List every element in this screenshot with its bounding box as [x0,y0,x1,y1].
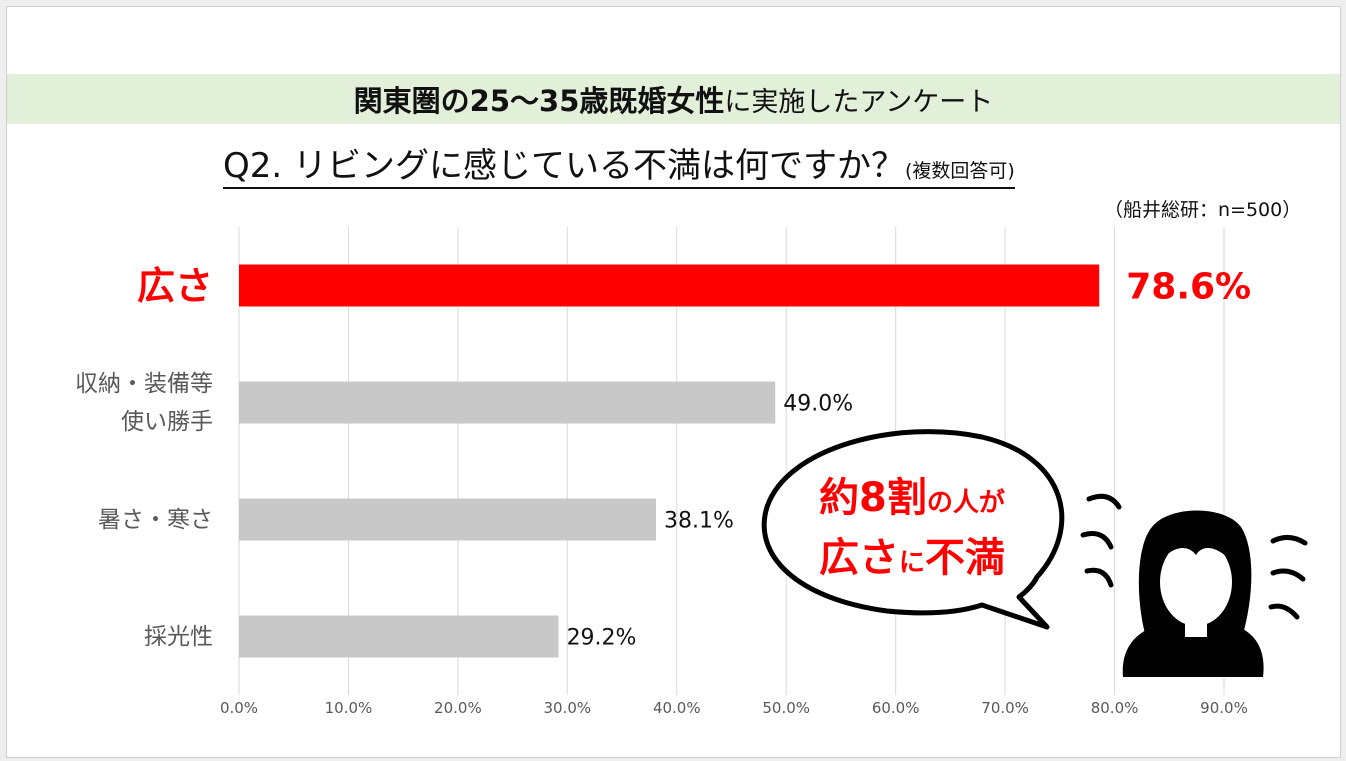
x-tick-label: 70.0% [981,699,1029,717]
category-label-line: 広さ [136,263,213,308]
banner-title-strong: 関東圏の25〜35歳既婚女性 [353,84,725,118]
data-label: 49.0% [783,392,853,417]
data-label: 78.6% [1126,267,1251,308]
callout-line2-c: 不満 [925,535,1005,581]
worried-woman-illustration [1080,493,1308,677]
x-tick-label: 60.0% [872,699,920,717]
x-tick-label: 0.0% [220,699,258,717]
question-note: (複数回答可) [905,160,1015,182]
x-tick-label: 10.0% [325,699,373,717]
bar [239,498,656,541]
bar [239,264,1100,307]
category-label-line: 暑さ・寒さ [98,506,213,533]
slide: 関東圏の25〜35歳既婚女性 に実施したアンケート Q2. リビングに感じている不… [6,6,1341,758]
bar [239,615,559,658]
category-label: 採光性 [144,618,213,656]
category-label-line: 採光性 [144,623,213,650]
callout-line1-b: の人が [926,488,1005,518]
question-title: Q2. リビングに感じている不満は何ですか？(複数回答可) [223,146,1015,190]
question-main: Q2. リビングに感じている不満は何ですか？ [223,146,906,186]
callout-text: 約8割の人が 広さに不満 [787,472,1037,592]
bar-chart: 0.0% 10.0% 20.0% 30.0% 40.0% 50.0% 60.0% 70.0% 8… [220,227,1251,717]
x-tick-label: 40.0% [653,699,701,717]
x-tick-label: 90.0% [1200,699,1248,717]
category-label-line: 使い勝手 [121,408,213,435]
x-tick-label: 30.0% [544,699,592,717]
callout-line1-a: 約8割 [819,475,927,521]
survey-banner: 関東圏の25〜35歳既婚女性 に実施したアンケート [7,74,1340,124]
category-label: 暑さ・寒さ [98,501,213,539]
data-label: 38.1% [664,509,734,534]
x-tick-label: 80.0% [1091,699,1139,717]
category-label: 広さ [137,264,213,308]
speech-bubble [761,429,1065,630]
source-note: （船井総研：n=500） [1104,199,1302,221]
x-tick-label: 20.0% [434,699,482,717]
category-label: 収納・装備等使い勝手 [75,365,213,441]
woman-silhouette-icon [1122,510,1264,677]
callout-line2-b: に [898,548,925,578]
x-tick-label: 50.0% [762,699,810,717]
callout-line2-a: 広さ [818,535,899,581]
bar [239,381,776,424]
category-label-line: 収納・装備等 [75,370,213,397]
data-label: 29.2% [567,626,637,651]
banner-title-light: に実施したアンケート [724,86,994,118]
worry-marks-icon [1080,493,1308,620]
